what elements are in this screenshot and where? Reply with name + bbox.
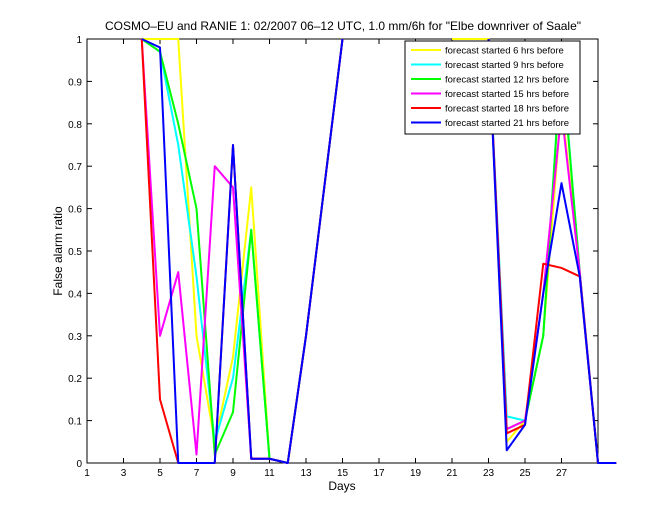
y-tick-label: 0.8 (68, 120, 82, 131)
legend-entry-4: forecast started 15 hrs before (445, 89, 569, 100)
x-tick-label: 13 (300, 468, 312, 479)
legend-entry-1: forecast started 6 hrs before (445, 46, 564, 57)
x-axis-label: Days (328, 479, 355, 493)
x-tick-label: 9 (230, 468, 236, 479)
x-tick-label: 17 (373, 468, 385, 479)
y-tick-label: 0.6 (68, 205, 82, 216)
legend-entry-3: forecast started 12 hrs before (445, 75, 569, 86)
x-tick-label: 25 (519, 468, 531, 479)
y-tick-label: 0.7 (68, 162, 82, 173)
chart-title: COSMO–EU and RANIE 1: 02/2007 06–12 UTC,… (105, 19, 581, 33)
x-tick-label: 21 (446, 468, 458, 479)
legend-entry-5: forecast started 18 hrs before (445, 104, 569, 115)
x-tick-label: 11 (264, 468, 275, 479)
x-tick-label: 5 (157, 468, 163, 479)
axis-ticks: 1 3 5 7 9 11 13 15 17 19 21 23 25 2700.10.20.30.40.50… (68, 35, 598, 479)
y-tick-label: 0 (76, 459, 82, 470)
series-line-6 (141, 38, 617, 464)
y-tick-label: 0.9 (68, 77, 82, 88)
x-tick-label: 7 (194, 468, 200, 479)
y-tick-label: 0.4 (68, 289, 82, 300)
x-tick-label: 19 (410, 468, 422, 479)
y-tick-label: 0.1 (68, 417, 82, 428)
y-axis-label: False alarm ratio (51, 206, 65, 296)
legend-entry-2: forecast started 9 hrs before (445, 60, 564, 71)
x-tick-label: 23 (483, 468, 495, 479)
x-tick-label: 1 (84, 468, 90, 479)
y-tick-label: 1 (76, 35, 82, 46)
legend-entry-6: forecast started 21 hrs before (445, 118, 569, 129)
x-tick-label: 15 (337, 468, 349, 479)
y-tick-label: 0.3 (68, 332, 82, 343)
x-tick-label: 3 (121, 468, 127, 479)
y-tick-label: 0.2 (68, 374, 82, 385)
series-lines (140, 38, 617, 464)
legend-box (404, 40, 581, 135)
legend: forecast started 6 hrs before forecast st… (404, 40, 581, 135)
x-tick-label: 27 (556, 468, 568, 479)
y-tick-label: 0.5 (68, 247, 82, 258)
